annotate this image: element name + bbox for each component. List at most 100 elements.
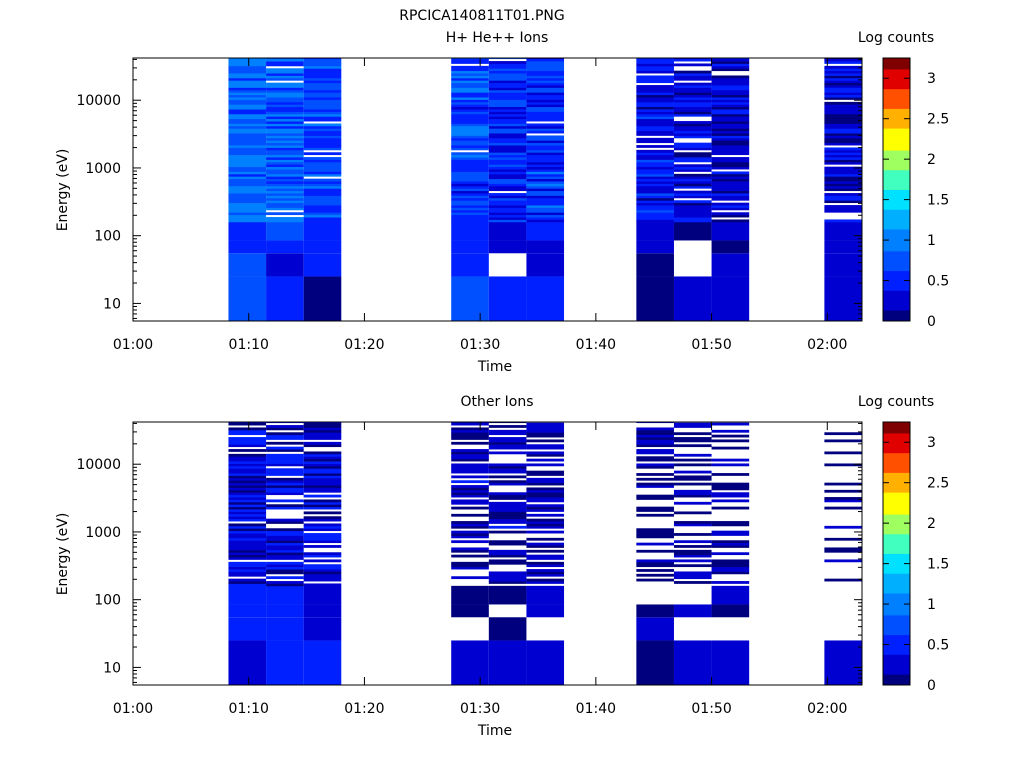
colorbar-swatch <box>883 288 910 291</box>
heatmap-cell <box>228 504 267 508</box>
heatmap-cell <box>228 497 267 500</box>
heatmap-cell <box>266 178 304 182</box>
heatmap-cell <box>266 185 304 189</box>
heatmap-cell <box>451 169 489 172</box>
heatmap-cell <box>526 561 565 565</box>
heatmap-cell <box>228 441 267 445</box>
heatmap-cell <box>303 219 342 223</box>
colorbar-swatch <box>883 437 910 441</box>
heatmap-cell <box>824 176 862 180</box>
heatmap-cell <box>303 573 342 577</box>
heatmap-cell <box>636 494 674 498</box>
heatmap-cell <box>303 85 342 88</box>
colorbar-swatch <box>883 625 910 629</box>
colorbar-swatch <box>883 77 910 81</box>
colorbar-swatch <box>883 60 910 63</box>
heatmap-cell <box>636 207 674 211</box>
heatmap-cell <box>824 432 862 436</box>
heatmap-cell <box>636 604 674 618</box>
colorbar-swatch <box>883 211 910 215</box>
heatmap-cell <box>451 145 489 148</box>
heatmap-cell <box>228 190 267 194</box>
heatmap-cell <box>711 133 750 136</box>
heatmap-cell <box>526 276 565 321</box>
colorbar-swatch <box>883 636 910 640</box>
colorbar-swatch <box>883 75 910 79</box>
heatmap-cell <box>451 513 489 517</box>
heatmap-cell <box>266 121 304 124</box>
heatmap-cell <box>451 576 489 580</box>
colorbar-swatch <box>883 671 910 675</box>
colorbar-swatch <box>883 465 910 469</box>
heatmap-cell <box>451 427 489 431</box>
heatmap-cell <box>451 535 489 539</box>
heatmap-cell <box>636 444 674 448</box>
heatmap-cell <box>228 97 267 100</box>
heatmap-cell <box>451 113 489 117</box>
heatmap-cell <box>303 253 342 277</box>
heatmap-cell <box>824 181 862 184</box>
colorbar-swatch <box>883 207 910 210</box>
heatmap-cell <box>266 253 304 277</box>
heatmap-cell <box>451 190 489 194</box>
heatmap-cell <box>303 463 342 467</box>
colorbar-swatch <box>883 307 910 311</box>
heatmap-cell <box>488 207 527 211</box>
heatmap-cell <box>636 197 674 201</box>
heatmap-cell <box>824 106 862 110</box>
heatmap-cell <box>228 571 267 575</box>
colorbar-swatch <box>883 669 910 673</box>
heatmap-cell <box>228 73 267 76</box>
heatmap-cell <box>488 492 527 496</box>
heatmap-cell <box>673 494 712 498</box>
colorbar-swatch <box>883 141 910 144</box>
colorbar-swatch <box>883 647 910 651</box>
heatmap-cell <box>266 468 304 472</box>
heatmap-cell <box>711 181 750 184</box>
heatmap-cell <box>266 581 304 584</box>
heatmap-cell <box>228 75 267 79</box>
heatmap-cell <box>228 82 267 86</box>
colorbar-swatch <box>883 617 910 620</box>
heatmap-cell <box>488 439 527 443</box>
heatmap-cell <box>228 492 267 496</box>
heatmap-cell <box>824 137 862 141</box>
heatmap-cell <box>711 188 750 192</box>
heatmap-cell <box>488 111 527 115</box>
heatmap-cell <box>526 240 565 254</box>
heatmap-cell <box>824 169 862 172</box>
heatmap-cell <box>711 99 750 103</box>
heatmap-cell <box>228 468 267 472</box>
heatmap-cell <box>673 157 712 160</box>
colorbar-tick-label: 1.5 <box>927 557 949 573</box>
y-tick-label: 100 <box>94 229 121 245</box>
heatmap-cell <box>451 106 489 110</box>
heatmap-cell <box>673 63 712 67</box>
heatmap-cell <box>636 118 674 122</box>
heatmap-cell <box>303 437 342 440</box>
heatmap-cell <box>636 212 674 216</box>
heatmap-cell <box>303 97 342 100</box>
heatmap-cell <box>451 118 489 122</box>
heatmap-cell <box>266 58 304 62</box>
heatmap-cell <box>266 461 304 464</box>
heatmap-cell <box>711 569 750 572</box>
heatmap-cell <box>636 434 674 438</box>
x-tick-label: 01:40 <box>576 701 616 717</box>
heatmap-cell <box>228 533 267 536</box>
heatmap-cell <box>526 200 565 204</box>
heatmap-cell <box>451 82 489 86</box>
heatmap-cell <box>451 154 489 158</box>
heatmap-cell <box>673 540 712 544</box>
heatmap-cell <box>636 113 674 117</box>
heatmap-cell <box>526 487 565 491</box>
heatmap-cell <box>228 480 267 484</box>
heatmap-cell <box>636 166 674 170</box>
heatmap-cell <box>266 137 304 141</box>
heatmap-cell <box>526 571 565 575</box>
heatmap-cell <box>488 128 527 132</box>
colorbar-swatch <box>883 169 910 173</box>
colorbar-swatch <box>883 551 910 554</box>
heatmap-cell <box>488 465 527 469</box>
heatmap-cell <box>636 104 674 108</box>
